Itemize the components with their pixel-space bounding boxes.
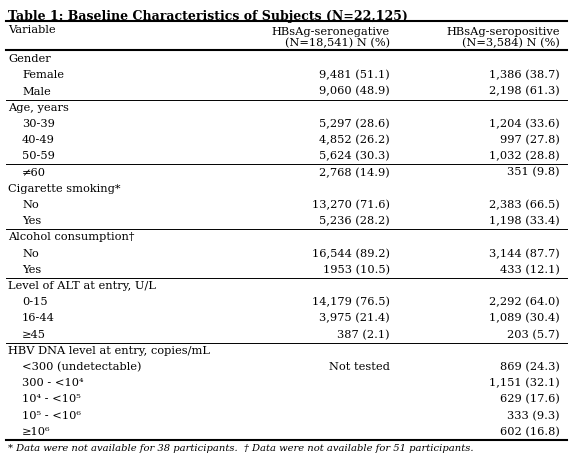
Text: 1,151 (32.1): 1,151 (32.1): [489, 378, 560, 388]
Text: 1,204 (33.6): 1,204 (33.6): [489, 119, 560, 129]
Text: 16-44: 16-44: [22, 314, 55, 323]
Text: Male: Male: [22, 87, 51, 96]
Text: 351 (9.8): 351 (9.8): [507, 168, 560, 178]
Text: 3,975 (21.4): 3,975 (21.4): [319, 313, 390, 323]
Text: Cigarette smoking*: Cigarette smoking*: [8, 184, 120, 194]
Text: HBV DNA level at entry, copies/mL: HBV DNA level at entry, copies/mL: [8, 346, 210, 356]
Text: 5,624 (30.3): 5,624 (30.3): [319, 151, 390, 161]
Text: No: No: [22, 200, 39, 210]
Text: Gender: Gender: [8, 54, 51, 64]
Text: Not tested: Not tested: [329, 362, 390, 372]
Text: Age, years: Age, years: [8, 103, 69, 113]
Text: 4,852 (26.2): 4,852 (26.2): [319, 135, 390, 146]
Text: 203 (5.7): 203 (5.7): [507, 329, 560, 340]
Text: 2,198 (61.3): 2,198 (61.3): [489, 87, 560, 97]
Text: 1,032 (28.8): 1,032 (28.8): [489, 151, 560, 161]
Text: 602 (16.8): 602 (16.8): [500, 427, 560, 437]
Text: 333 (9.3): 333 (9.3): [507, 410, 560, 421]
Text: HBsAg-seronegative: HBsAg-seronegative: [272, 27, 390, 37]
Text: 13,270 (71.6): 13,270 (71.6): [312, 200, 390, 210]
Text: 2,768 (14.9): 2,768 (14.9): [319, 168, 390, 178]
Text: 10⁴ - <10⁵: 10⁴ - <10⁵: [22, 395, 81, 404]
Text: 433 (12.1): 433 (12.1): [500, 265, 560, 275]
Text: Variable: Variable: [8, 25, 56, 35]
Text: (N=3,584) N (%): (N=3,584) N (%): [462, 38, 560, 48]
Text: 30-39: 30-39: [22, 119, 55, 129]
Text: No: No: [22, 249, 39, 259]
Text: 9,060 (48.9): 9,060 (48.9): [319, 87, 390, 97]
Text: <300 (undetectable): <300 (undetectable): [22, 362, 142, 372]
Text: 300 - <10⁴: 300 - <10⁴: [22, 378, 84, 388]
Text: 1,198 (33.4): 1,198 (33.4): [489, 216, 560, 227]
Text: 5,297 (28.6): 5,297 (28.6): [319, 119, 390, 129]
Text: Female: Female: [22, 70, 64, 80]
Text: 9,481 (51.1): 9,481 (51.1): [319, 70, 390, 80]
Text: 2,292 (64.0): 2,292 (64.0): [489, 297, 560, 307]
Text: 10⁵ - <10⁶: 10⁵ - <10⁶: [22, 411, 81, 421]
Text: Level of ALT at entry, U/L: Level of ALT at entry, U/L: [8, 281, 156, 291]
Text: 40-49: 40-49: [22, 135, 55, 145]
Text: ≥45: ≥45: [22, 329, 46, 340]
Text: Yes: Yes: [22, 216, 41, 226]
Text: 50-59: 50-59: [22, 151, 55, 161]
Text: 3,144 (87.7): 3,144 (87.7): [489, 249, 560, 259]
Text: 1953 (10.5): 1953 (10.5): [323, 265, 390, 275]
Text: 997 (27.8): 997 (27.8): [500, 135, 560, 145]
Text: 1,089 (30.4): 1,089 (30.4): [489, 313, 560, 323]
Text: ≠60: ≠60: [22, 168, 46, 177]
Text: Yes: Yes: [22, 265, 41, 275]
Text: Alcohol consumption†: Alcohol consumption†: [8, 233, 135, 242]
Text: Table 1: Baseline Characteristics of Subjects (N=22,125): Table 1: Baseline Characteristics of Sub…: [8, 10, 408, 23]
Text: 0-15: 0-15: [22, 297, 48, 307]
Text: 869 (24.3): 869 (24.3): [500, 362, 560, 372]
Text: 14,179 (76.5): 14,179 (76.5): [312, 297, 390, 307]
Text: 2,383 (66.5): 2,383 (66.5): [489, 200, 560, 210]
Text: HBsAg-seropositive: HBsAg-seropositive: [446, 27, 560, 37]
Text: 629 (17.6): 629 (17.6): [500, 395, 560, 405]
Text: 387 (2.1): 387 (2.1): [337, 329, 390, 340]
Text: 5,236 (28.2): 5,236 (28.2): [319, 216, 390, 227]
Text: ≥10⁶: ≥10⁶: [22, 427, 50, 437]
Text: * Data were not available for 38 participants.  † Data were not available for 51: * Data were not available for 38 partici…: [8, 444, 473, 453]
Text: 16,544 (89.2): 16,544 (89.2): [312, 249, 390, 259]
Text: 1,386 (38.7): 1,386 (38.7): [489, 70, 560, 80]
Text: (N=18,541) N (%): (N=18,541) N (%): [285, 38, 390, 48]
